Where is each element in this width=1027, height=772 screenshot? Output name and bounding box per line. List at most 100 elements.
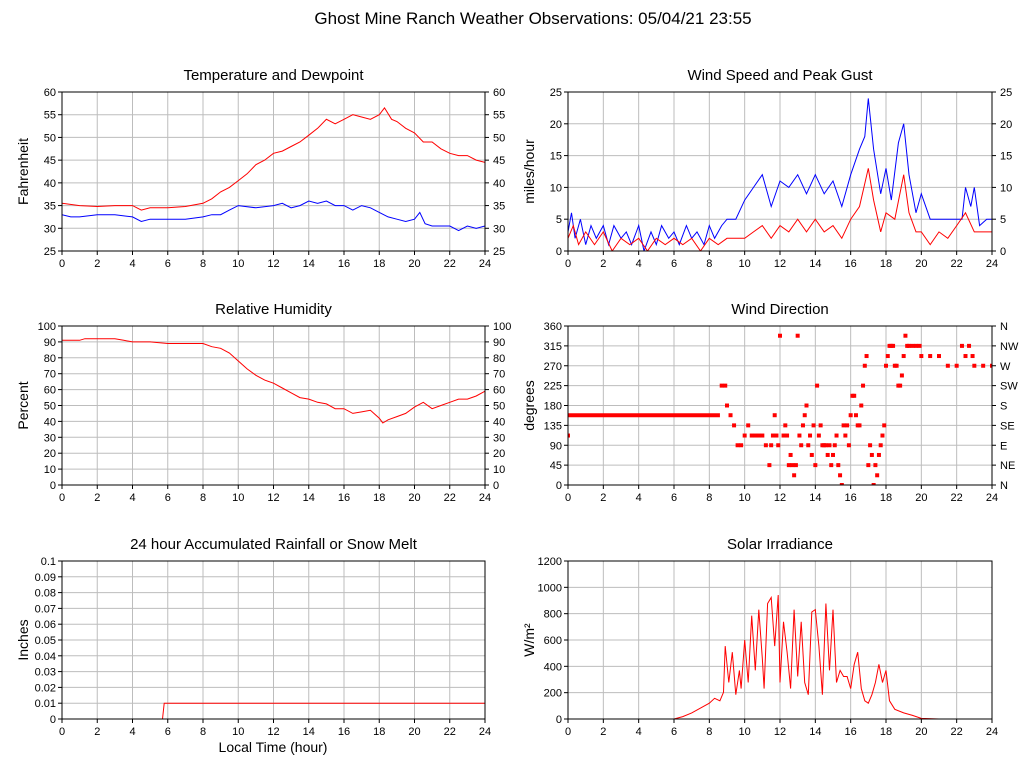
data-point (866, 463, 871, 468)
y-tick-label: 0 (556, 714, 562, 726)
x-tick-label: 16 (845, 726, 857, 738)
chart-title: Relative Humidity (215, 301, 332, 318)
plot-frame (567, 91, 993, 252)
right-tick-label: 5 (1000, 214, 1006, 226)
x-tick-label: 0 (565, 492, 571, 504)
x-tick-label: 14 (809, 726, 821, 738)
data-point (894, 363, 899, 368)
x-tick-label: 18 (373, 726, 385, 738)
series-line-0 (62, 338, 485, 424)
right-tick-label: 40 (493, 416, 505, 428)
page-title: Ghost Mine Ranch Weather Observations: 0… (314, 9, 751, 28)
x-tick-label: 14 (303, 258, 315, 270)
x-tick-label: 12 (774, 726, 786, 738)
x-tick-label: 6 (165, 258, 171, 270)
x-tick-label: 0 (59, 258, 65, 270)
right-tick-label: 50 (493, 132, 505, 144)
chart-title: Temperature and Dewpoint (183, 67, 364, 84)
data-point (815, 383, 820, 388)
x-tick-label: 18 (373, 492, 385, 504)
x-tick-label: 16 (845, 492, 857, 504)
data-point (739, 443, 744, 448)
x-tick-label: 8 (706, 726, 712, 738)
x-tick-label: 4 (636, 258, 642, 270)
data-point (852, 393, 857, 398)
data-point (781, 433, 786, 438)
data-point (811, 423, 816, 428)
plot-frame (61, 560, 486, 720)
y-tick-label: 225 (544, 381, 562, 393)
data-point (809, 452, 814, 457)
data-point (937, 354, 941, 359)
x-tick-label: 20 (408, 726, 420, 738)
data-point (876, 452, 881, 457)
plot-frame (61, 91, 486, 252)
right-tick-label: S (1000, 401, 1007, 413)
series-line-0 (568, 594, 992, 719)
plot-frame (567, 325, 993, 486)
right-tick-label: 10 (1000, 182, 1012, 194)
data-point (732, 423, 737, 428)
data-point (917, 343, 922, 348)
x-tick-label: 16 (338, 258, 350, 270)
data-point (804, 403, 809, 408)
x-tick-label: 10 (739, 726, 751, 738)
data-point (770, 433, 775, 438)
x-tick-label: 8 (706, 258, 712, 270)
x-tick-label: 22 (951, 492, 963, 504)
data-point (829, 463, 834, 468)
data-point (919, 354, 924, 359)
x-tick-label: 20 (915, 726, 927, 738)
data-point (891, 343, 896, 348)
y-tick-label: 0.06 (35, 619, 56, 631)
data-point (884, 363, 888, 368)
right-tick-label: 15 (1000, 151, 1012, 163)
y-tick-label: 180 (544, 401, 562, 413)
x-tick-label: 4 (129, 492, 135, 504)
plot-frame (567, 560, 993, 720)
right-tick-label: 20 (493, 448, 505, 460)
data-point (857, 423, 862, 428)
data-point (972, 363, 977, 368)
x-tick-label: 4 (129, 726, 135, 738)
y-tick-label: 135 (544, 420, 562, 432)
x-tick-label: 6 (165, 726, 171, 738)
data-point (859, 403, 864, 408)
y-tick-label: 20 (550, 119, 562, 131)
y-tick-label: 35 (44, 201, 56, 213)
data-point (967, 343, 972, 348)
x-tick-label: 24 (479, 492, 491, 504)
data-point (568, 433, 570, 438)
y-tick-label: 55 (44, 110, 56, 122)
data-point (862, 363, 867, 368)
chart-title: Wind Speed and Peak Gust (687, 67, 873, 84)
x-tick-label: 22 (951, 258, 963, 270)
right-tick-label: 55 (493, 110, 505, 122)
data-point (808, 433, 813, 438)
x-tick-label: 18 (880, 258, 892, 270)
series-line-0 (62, 107, 485, 211)
y-tick-label: 50 (44, 132, 56, 144)
y-tick-label: 0.03 (35, 667, 56, 679)
data-point (793, 463, 798, 468)
right-tick-label: N (1000, 321, 1008, 333)
x-tick-label: 10 (232, 726, 244, 738)
data-point (898, 383, 903, 388)
x-tick-label: 0 (59, 726, 65, 738)
right-tick-label: W (1000, 361, 1011, 373)
data-point (788, 452, 793, 457)
chart-rain: 24 hour Accumulated Rainfall or Snow Mel… (15, 536, 491, 738)
data-point (756, 433, 761, 438)
data-point (963, 354, 968, 359)
data-point (875, 473, 880, 478)
x-tick-label: 14 (809, 258, 821, 270)
data-point (841, 423, 846, 428)
y-tick-label: 0.02 (35, 682, 56, 694)
right-tick-label: 20 (1000, 119, 1012, 131)
x-tick-label: 16 (338, 492, 350, 504)
data-point (970, 354, 975, 359)
y-tick-label: 40 (44, 416, 56, 428)
